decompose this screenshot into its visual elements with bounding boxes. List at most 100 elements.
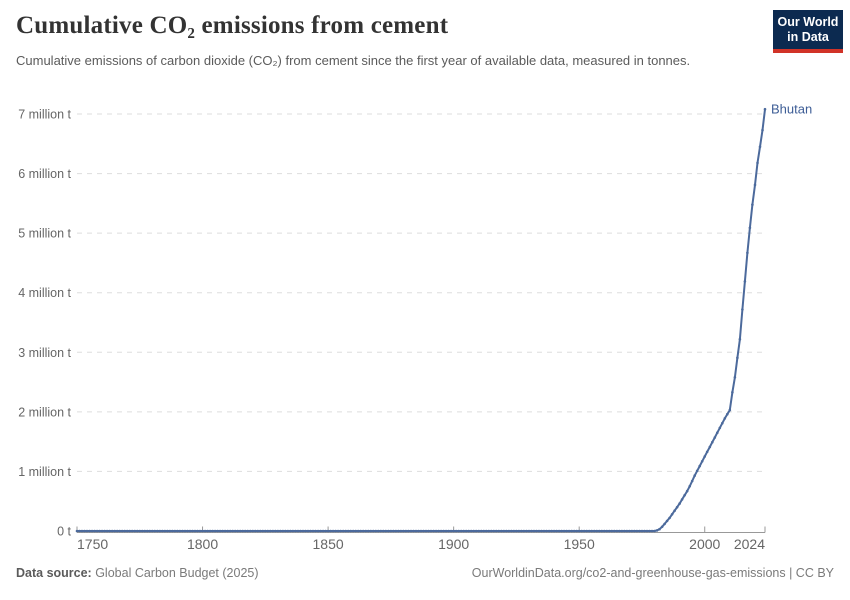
data-point (407, 529, 410, 533)
data-point (695, 469, 699, 473)
data-point (502, 529, 506, 533)
data-point (389, 529, 393, 533)
data-point (575, 529, 578, 533)
data-point (326, 529, 330, 533)
data-point (673, 509, 676, 512)
data-point (469, 529, 473, 533)
data-point (565, 529, 568, 533)
data-point (331, 529, 335, 533)
data-point (733, 376, 737, 379)
x-axis-label: 2024 (734, 536, 765, 552)
data-point (429, 529, 433, 533)
data-point (238, 529, 242, 533)
data-point (424, 529, 428, 533)
data-point (464, 529, 468, 533)
data-point (705, 450, 709, 454)
data-point (319, 529, 322, 533)
data-point (638, 529, 641, 533)
data-point (422, 529, 425, 533)
data-point (530, 529, 533, 533)
data-point (678, 502, 681, 505)
data-point (630, 529, 634, 533)
data-point (758, 145, 762, 149)
series-path (77, 109, 766, 532)
data-point (289, 529, 292, 533)
data-point (291, 529, 295, 533)
data-point (726, 412, 729, 416)
data-point (693, 474, 696, 477)
data-point (279, 529, 282, 533)
data-point (183, 529, 187, 533)
data-point (505, 529, 508, 533)
data-point (698, 464, 701, 468)
data-point (560, 529, 563, 533)
data-point (213, 529, 217, 533)
data-point (266, 529, 270, 533)
data-point (118, 529, 121, 533)
data-point (125, 529, 129, 533)
data-point (487, 529, 491, 533)
data-point (301, 529, 305, 533)
data-point (394, 529, 398, 533)
data-point (191, 529, 194, 533)
y-axis-label: 1 million t (18, 465, 71, 479)
data-point (271, 529, 275, 533)
data-point (284, 529, 287, 533)
data-point (655, 529, 659, 532)
data-point (163, 529, 167, 533)
data-point (186, 529, 189, 533)
data-point (512, 529, 516, 533)
data-point (650, 529, 654, 533)
data-point (90, 529, 94, 533)
data-point (198, 529, 202, 533)
data-point (113, 529, 116, 533)
data-point (299, 529, 302, 533)
data-point (713, 436, 717, 439)
data-point (480, 529, 483, 533)
data-point (628, 529, 631, 533)
data-point (555, 529, 558, 533)
series-line-bhutan[interactable] (75, 107, 767, 533)
data-point (437, 529, 440, 533)
data-point (736, 356, 739, 360)
data-point (321, 529, 325, 533)
y-axis-label: 6 million t (18, 167, 71, 181)
data-point (467, 529, 471, 533)
data-point (663, 522, 666, 526)
data-point (665, 519, 669, 523)
data-point (146, 529, 149, 533)
data-point (361, 529, 365, 533)
data-point (93, 529, 96, 533)
data-point (173, 529, 177, 533)
data-point (276, 529, 280, 533)
data-point (141, 529, 144, 533)
x-axis-label: 1750 (77, 536, 108, 552)
data-point (98, 529, 101, 533)
owid-logo-line2: in Data (787, 29, 829, 44)
data-point (721, 421, 724, 425)
y-axis-label: 2 million t (18, 405, 71, 419)
data-point (716, 431, 719, 435)
data-point (130, 529, 134, 533)
data-point (256, 529, 260, 533)
data-point (324, 529, 327, 533)
data-point (457, 529, 461, 533)
data-point (296, 529, 300, 533)
data-point (427, 529, 430, 533)
data-point (334, 529, 337, 533)
data-point (286, 529, 290, 533)
data-point (603, 529, 606, 533)
data-point (223, 529, 227, 533)
data-point (658, 527, 661, 531)
data-point (236, 529, 239, 533)
data-point (731, 390, 734, 394)
data-point (138, 529, 142, 533)
data-point (527, 529, 531, 533)
data-point (231, 529, 234, 533)
data-point (274, 529, 277, 533)
data-point (123, 529, 126, 533)
data-point (372, 529, 375, 533)
data-point (490, 529, 493, 533)
data-point (474, 529, 478, 533)
data-point (683, 494, 686, 497)
